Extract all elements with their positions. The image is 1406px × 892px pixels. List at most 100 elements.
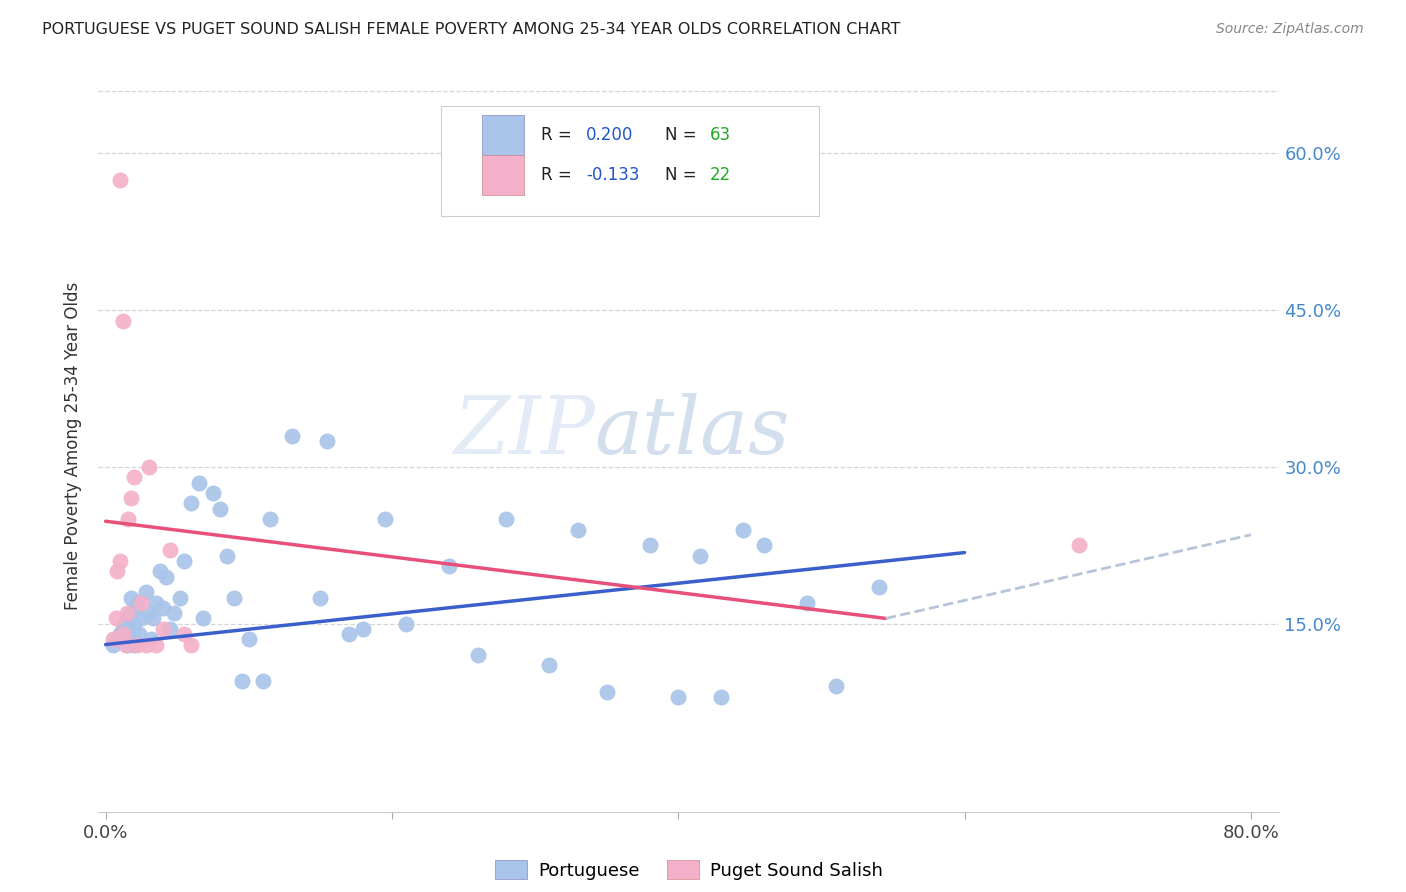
- Point: [217, 549, 239, 563]
- Point: [731, 523, 754, 537]
- Bar: [482, 115, 523, 155]
- Point: [689, 549, 711, 563]
- Point: [259, 512, 281, 526]
- Point: [187, 475, 209, 490]
- Point: [120, 491, 142, 506]
- Point: [280, 428, 302, 442]
- Point: [135, 638, 157, 652]
- Point: [105, 632, 128, 647]
- Text: N =: N =: [665, 126, 702, 145]
- Point: [122, 638, 145, 652]
- Bar: [482, 155, 523, 195]
- Point: [231, 674, 253, 689]
- Point: [666, 690, 689, 704]
- Point: [752, 538, 775, 552]
- Point: [201, 486, 224, 500]
- Point: [595, 684, 617, 698]
- Point: [108, 627, 131, 641]
- Point: [121, 627, 143, 641]
- Y-axis label: Female Poverty Among 25-34 Year Olds: Female Poverty Among 25-34 Year Olds: [63, 282, 82, 610]
- Point: [159, 622, 181, 636]
- Point: [125, 638, 148, 652]
- Point: [180, 638, 202, 652]
- Point: [122, 616, 145, 631]
- Text: atlas: atlas: [595, 392, 790, 470]
- Point: [868, 580, 890, 594]
- Point: [108, 172, 131, 186]
- Point: [114, 638, 136, 652]
- Point: [111, 313, 134, 327]
- Text: 63: 63: [710, 126, 731, 145]
- Point: [108, 554, 131, 568]
- Point: [316, 434, 339, 448]
- Text: N =: N =: [665, 167, 702, 185]
- Point: [252, 674, 274, 689]
- Point: [173, 554, 195, 568]
- Point: [141, 632, 163, 647]
- Text: 22: 22: [710, 167, 731, 185]
- Point: [495, 512, 517, 526]
- Legend: Portuguese, Puget Sound Salish: Portuguese, Puget Sound Salish: [488, 853, 890, 887]
- Point: [142, 611, 165, 625]
- Point: [824, 679, 846, 693]
- Text: -0.133: -0.133: [586, 167, 640, 185]
- Point: [159, 543, 181, 558]
- Point: [337, 627, 360, 641]
- Point: [135, 585, 157, 599]
- Point: [152, 622, 174, 636]
- Point: [111, 622, 134, 636]
- Point: [115, 638, 138, 652]
- Text: ZIP: ZIP: [453, 392, 595, 470]
- Point: [149, 565, 172, 579]
- Point: [115, 618, 138, 632]
- Point: [101, 638, 124, 652]
- Point: [128, 627, 150, 641]
- Point: [395, 616, 418, 631]
- Point: [105, 565, 128, 579]
- Point: [538, 658, 561, 673]
- Point: [467, 648, 489, 662]
- Point: [180, 496, 202, 510]
- Point: [145, 596, 167, 610]
- Point: [224, 591, 246, 605]
- Point: [122, 470, 145, 484]
- Point: [191, 611, 214, 625]
- Point: [145, 638, 167, 652]
- Point: [101, 632, 124, 647]
- Point: [238, 632, 260, 647]
- Point: [120, 591, 142, 605]
- Point: [163, 606, 186, 620]
- Point: [131, 611, 153, 625]
- Text: Source: ZipAtlas.com: Source: ZipAtlas.com: [1216, 22, 1364, 37]
- Point: [173, 627, 195, 641]
- Point: [124, 601, 146, 615]
- Point: [112, 616, 135, 631]
- Point: [152, 601, 174, 615]
- Point: [111, 627, 134, 641]
- Point: [117, 512, 139, 526]
- Point: [638, 538, 661, 552]
- Point: [138, 606, 160, 620]
- Point: [437, 559, 460, 574]
- Point: [131, 596, 153, 610]
- Point: [1067, 538, 1090, 552]
- Point: [117, 611, 139, 625]
- Text: 0.200: 0.200: [586, 126, 634, 145]
- Point: [118, 632, 141, 647]
- Text: R =: R =: [541, 126, 578, 145]
- Point: [567, 523, 589, 537]
- Point: [125, 596, 148, 610]
- Point: [104, 611, 127, 625]
- Point: [309, 591, 332, 605]
- Point: [120, 606, 142, 620]
- Point: [796, 596, 818, 610]
- Text: PORTUGUESE VS PUGET SOUND SALISH FEMALE POVERTY AMONG 25-34 YEAR OLDS CORRELATIO: PORTUGUESE VS PUGET SOUND SALISH FEMALE …: [42, 22, 901, 37]
- Point: [710, 690, 733, 704]
- Point: [155, 569, 177, 583]
- FancyBboxPatch shape: [441, 106, 818, 216]
- Point: [115, 606, 138, 620]
- Point: [138, 459, 160, 474]
- Point: [209, 501, 232, 516]
- Text: R =: R =: [541, 167, 578, 185]
- Point: [352, 622, 374, 636]
